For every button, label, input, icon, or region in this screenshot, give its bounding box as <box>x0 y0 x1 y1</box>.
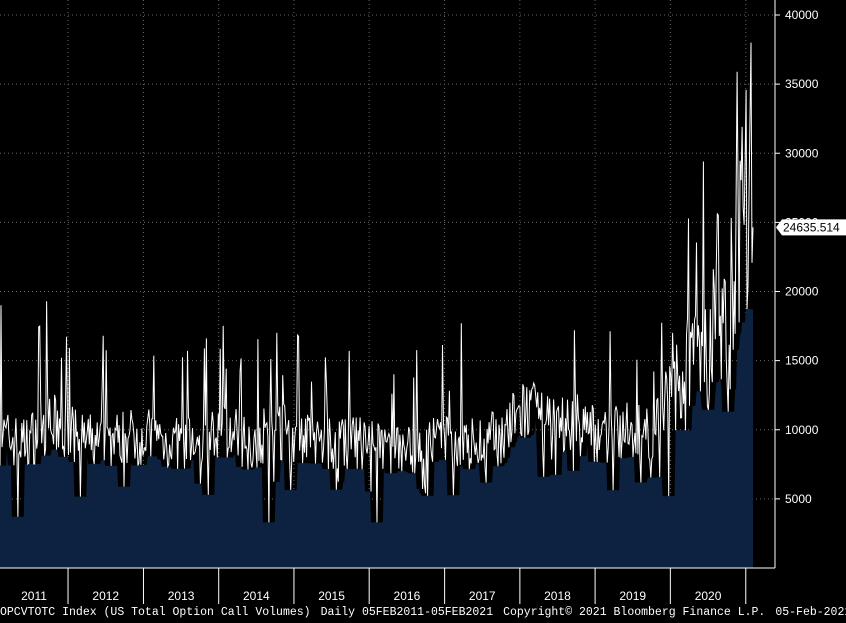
footer-ticker: OPCVTOTC Index (US Total Option Call Vol… <box>0 606 311 619</box>
x-tick-label: 2019 <box>619 589 646 603</box>
y-tick-label: 5000 <box>785 492 812 506</box>
series-line <box>0 42 754 523</box>
x-tick-label: 2016 <box>394 589 421 603</box>
y-tick-label: 15000 <box>785 354 819 368</box>
x-tick-label: 2014 <box>243 589 270 603</box>
x-axis-ticks: 2011 2012 2013 2014 2015 2016 2017 2018 2019 2020 <box>21 568 747 604</box>
y-tick-label: 10000 <box>785 423 819 437</box>
x-tick-label: 2018 <box>544 589 571 603</box>
gridlines <box>0 0 775 568</box>
y-tick-label: 20000 <box>785 285 819 299</box>
x-tick-label: 2012 <box>92 589 119 603</box>
last-value-label: 24635.514 <box>783 220 840 234</box>
area-fill <box>0 309 753 568</box>
x-tick-label: 2011 <box>21 589 47 603</box>
x-tick-label: 2020 <box>695 589 722 603</box>
y-tick-label: 35000 <box>785 77 819 91</box>
x-tick-label: 2013 <box>168 589 195 603</box>
footer-timestamp: 05-Feb-2021 13:39:13 <box>775 606 846 619</box>
footer-copyright: Copyright© 2021 Bloomberg Finance L.P. <box>503 606 766 619</box>
x-tick-label: 2015 <box>318 589 345 603</box>
chart-footer: OPCVTOTC Index (US Total Option Call Vol… <box>0 604 846 623</box>
last-value-box <box>776 219 846 236</box>
price-chart: 500010000150002000025000300003500040000 … <box>0 0 846 604</box>
y-tick-label: 40000 <box>785 8 819 22</box>
y-axis-ticks: 500010000150002000025000300003500040000 <box>775 8 819 506</box>
x-tick-label: 2017 <box>469 589 496 603</box>
footer-range: Daily 05FEB2011-05FEB2021 <box>320 606 494 619</box>
last-value-marker: 24635.514 <box>776 219 846 236</box>
y-tick-label: 30000 <box>785 146 819 160</box>
